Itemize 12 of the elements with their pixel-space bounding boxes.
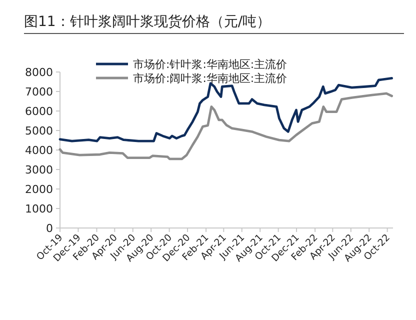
y-tick-label: 4000 <box>25 144 53 157</box>
legend-label: 市场价:针叶浆:华南地区:主流价 <box>133 58 288 71</box>
y-tick-label: 2000 <box>25 183 53 196</box>
y-tick-label: 1000 <box>25 202 53 216</box>
legend-label: 市场价:阔叶浆:华南地区:主流价 <box>133 72 288 85</box>
y-tick-label: 3000 <box>25 164 53 176</box>
y-tick-label: 6000 <box>25 105 53 118</box>
y-tick-label: 0 <box>46 222 53 235</box>
y-tick-label: 8000 <box>25 66 53 79</box>
chart-title: 图11：针叶浆阔叶浆现货价格（元/吨） <box>24 14 271 30</box>
y-tick-label: 7000 <box>25 86 53 98</box>
y-tick-label: 5000 <box>25 124 53 138</box>
